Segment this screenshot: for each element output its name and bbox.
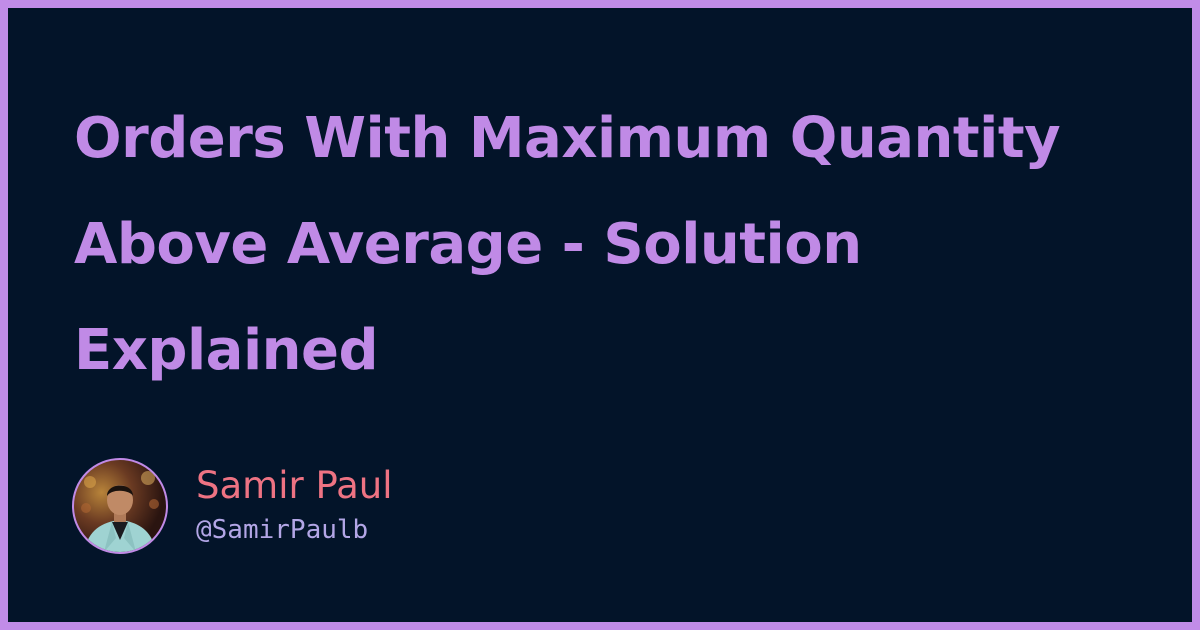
og-card: Orders With Maximum Quantity Above Avera… (8, 8, 1192, 622)
author-handle: @SamirPaulb (196, 515, 369, 545)
author-text: Samir Paul @SamirPaulb (196, 464, 393, 548)
page-title: Orders With Maximum Quantity Above Avera… (74, 106, 1061, 383)
avatar (72, 458, 168, 554)
person-photo-icon (81, 471, 159, 552)
author-name: Samir Paul (196, 464, 393, 507)
author-block: Samir Paul @SamirPaulb (72, 458, 393, 554)
